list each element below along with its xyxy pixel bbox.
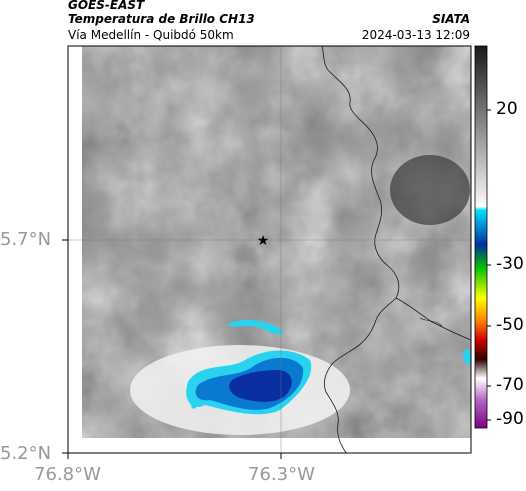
brightness-temperature-field: ★: [68, 46, 471, 453]
cold-cloud-east: [462, 349, 471, 365]
product-title: Temperatura de Brillo CH13: [68, 12, 255, 26]
datetime-label: 2024-03-13 12:09: [361, 28, 470, 42]
location-star-icon: ★: [257, 233, 270, 249]
colorbar: [474, 45, 488, 429]
colorbar-tick-neg50: -50: [496, 315, 524, 335]
map-frame: [67, 45, 472, 454]
lat-tick-5-2: 5.2°N: [0, 443, 52, 464]
region-subtitle: Vía Medellín - Quibdó 50km: [68, 28, 234, 42]
colorbar-tick-neg70: -70: [496, 375, 524, 395]
satellite-title: GOES-EAST: [68, 0, 145, 12]
colorbar-tick-neg90: -90: [496, 409, 524, 429]
lon-tick-76-8: 76.8°W: [34, 464, 101, 485]
colorbar-tick-20: 20: [496, 99, 518, 119]
coastline: [321, 46, 400, 453]
lon-tick-76-3: 76.3°W: [248, 464, 315, 485]
cold-cloud-core: [229, 370, 292, 402]
source-label: SIATA: [432, 12, 470, 26]
border-line: [395, 297, 471, 341]
lat-tick-5-7: 5.7°N: [0, 229, 52, 250]
cold-cloud-north: [228, 320, 283, 335]
colorbar-tick-neg30: -30: [496, 254, 524, 274]
